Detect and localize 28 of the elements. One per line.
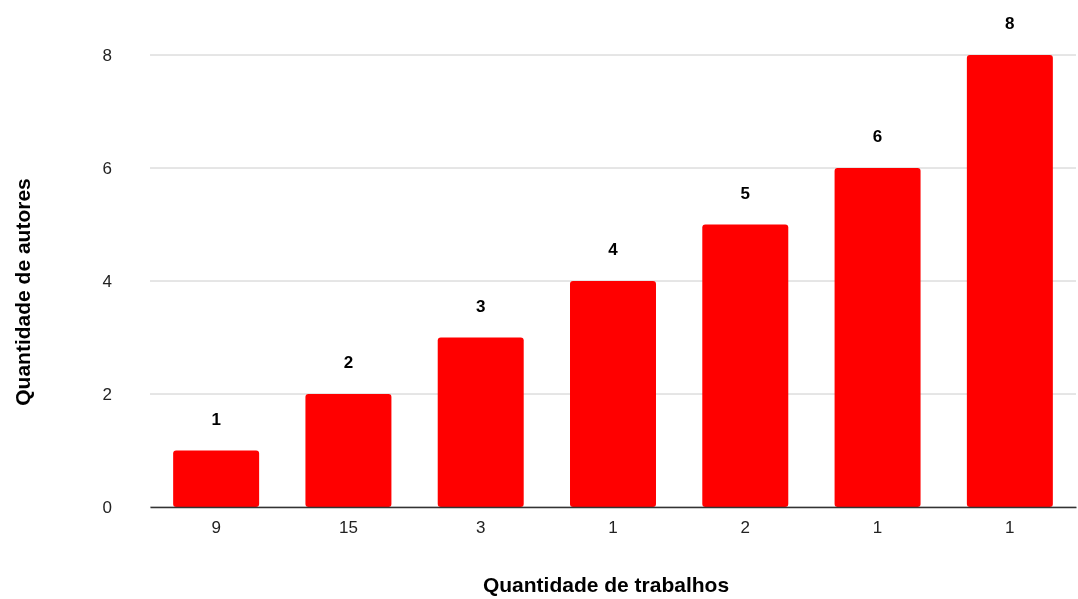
x-tick-label: 1	[872, 518, 883, 538]
data-label: 2	[343, 353, 354, 372]
y-tick-label: 0	[102, 497, 112, 517]
y-tick-label: 6	[102, 158, 112, 178]
data-label: 4	[608, 240, 619, 259]
data-label: 3	[475, 296, 486, 316]
x-tick-label: 15	[338, 518, 358, 538]
bar	[173, 450, 260, 507]
data-label: 1	[211, 409, 221, 429]
bar	[437, 337, 524, 507]
y-tick-label: 4	[102, 271, 112, 291]
y-axis-title: Quantidade de autores	[11, 178, 34, 406]
x-tick-label: 9	[211, 518, 221, 538]
x-tick-label: 1	[608, 518, 618, 538]
data-label: 6	[872, 127, 883, 146]
bar	[570, 281, 656, 507]
data-label: 5	[740, 183, 751, 203]
x-tick-label: 1	[1005, 518, 1015, 538]
x-tick-label: 3	[475, 518, 486, 538]
x-tick-label: 2	[740, 518, 751, 538]
data-label: 8	[1005, 14, 1015, 33]
bar	[305, 394, 392, 507]
bar	[702, 224, 789, 507]
y-tick-label: 8	[102, 45, 112, 65]
x-axis-title: Quantidade de trabalhos	[482, 573, 730, 596]
y-tick-label: 2	[102, 384, 112, 404]
bar	[834, 168, 921, 507]
bar	[966, 55, 1053, 507]
